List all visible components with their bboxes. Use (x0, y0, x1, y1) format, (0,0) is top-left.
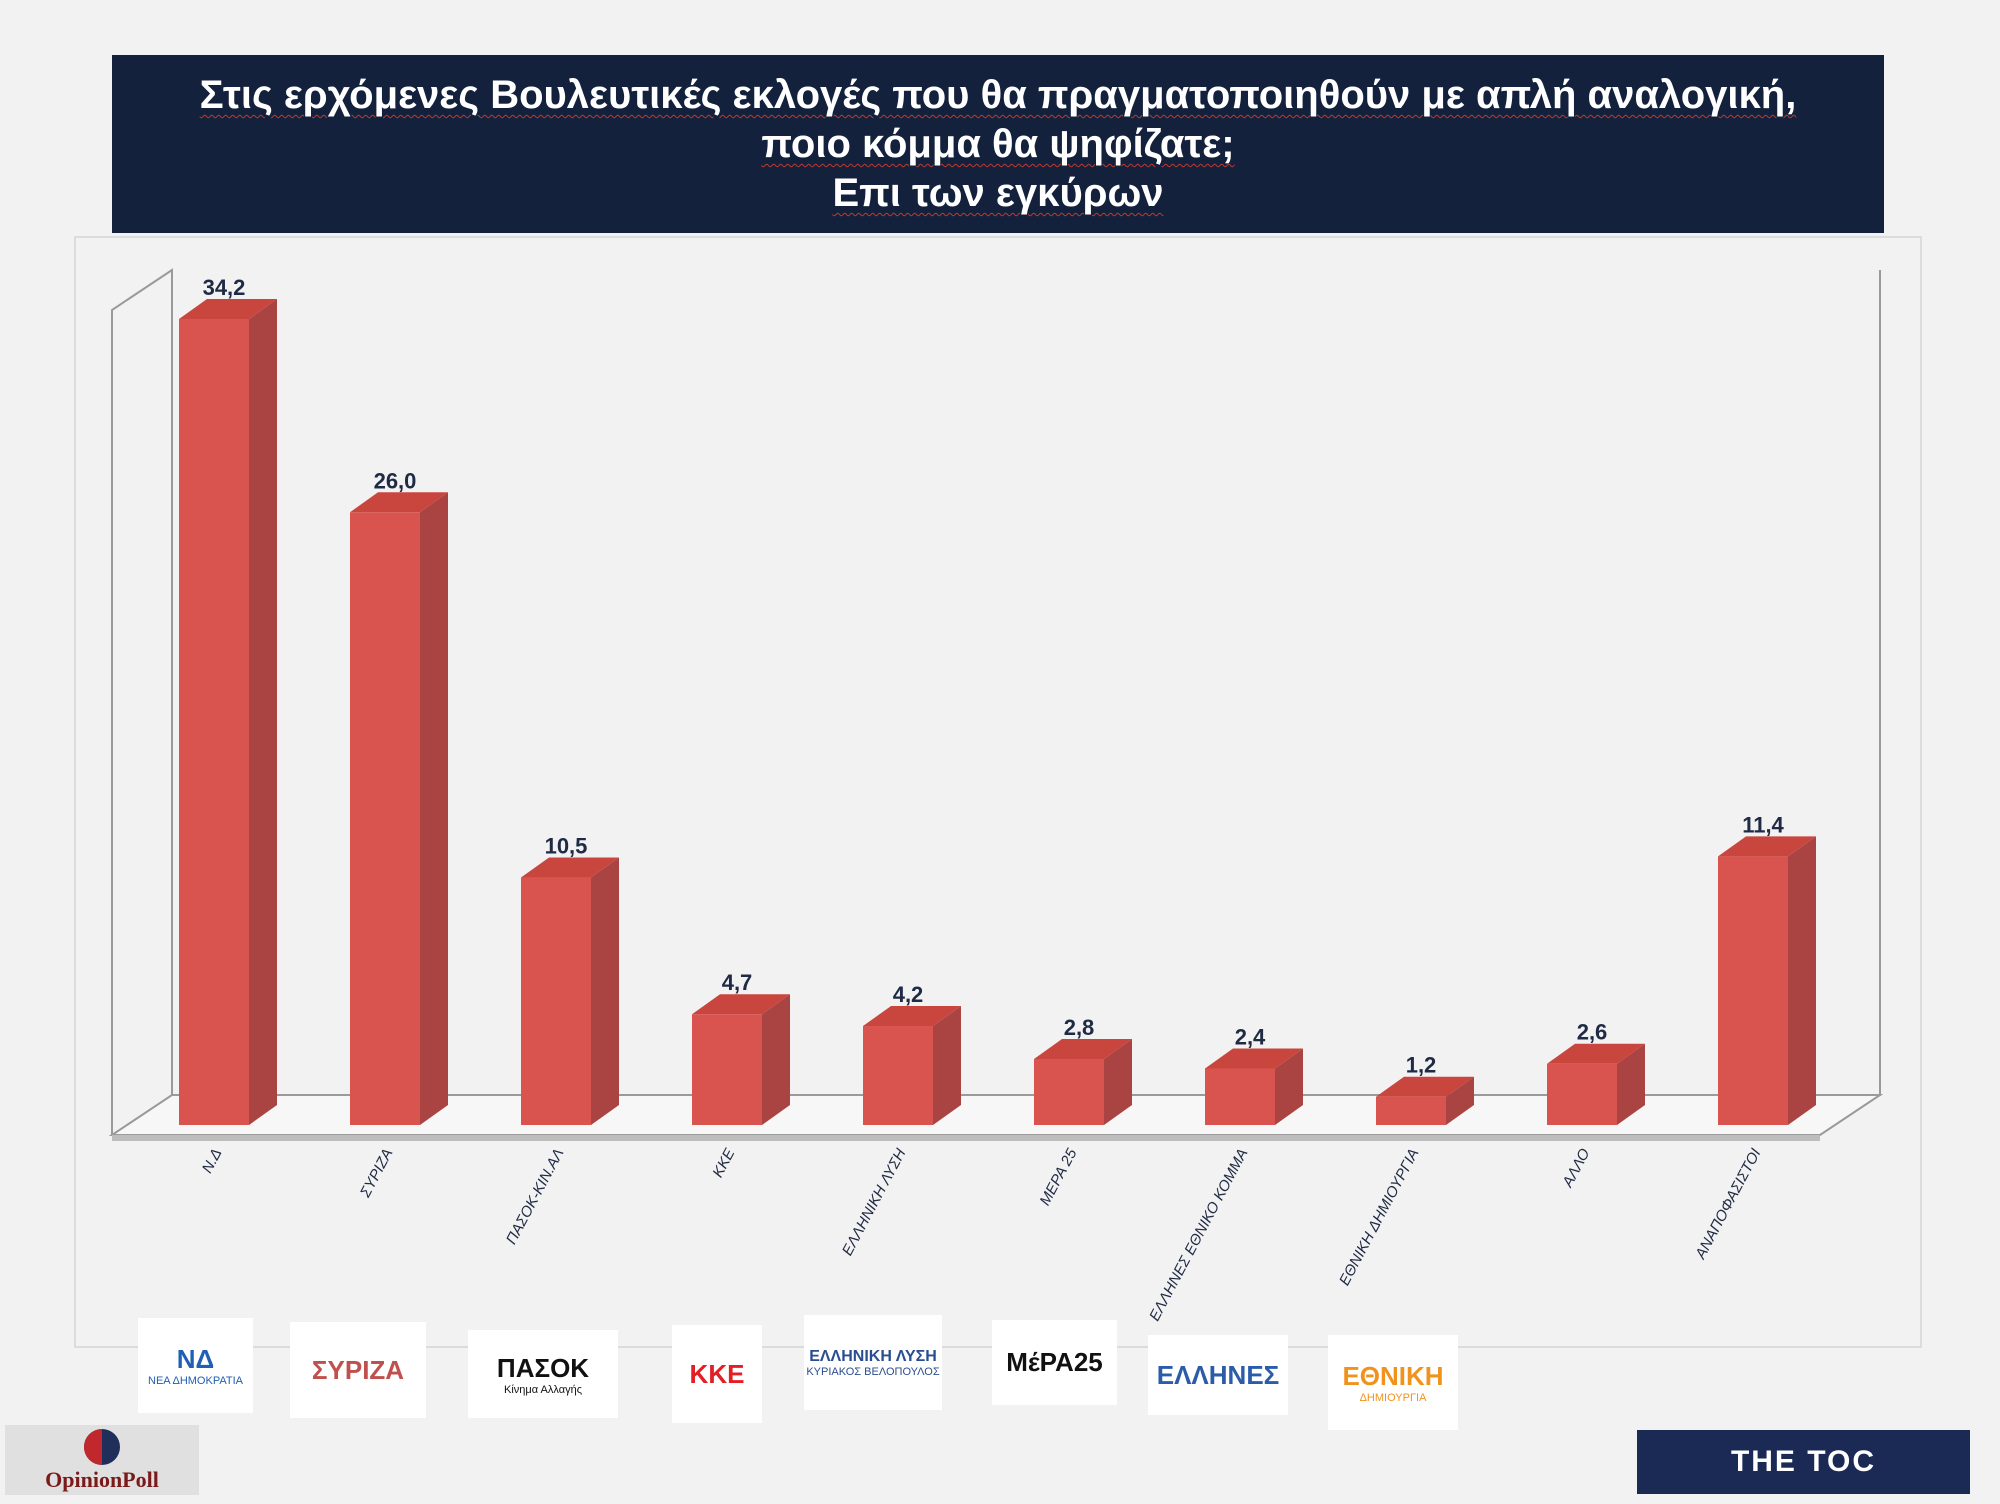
opinionpoll-circle-icon (84, 1429, 120, 1465)
logo-subtext: ΝΕΑ ΔΗΜΟΚΡΑΤΙΑ (148, 1375, 243, 1387)
data-label: 26,0 (374, 468, 417, 493)
bar-top (350, 492, 448, 513)
bar-top (179, 299, 277, 319)
elliniki-lysi-logo: ΕΛΛΗΝΙΚΗ ΛΥΣΗ ΚΥΡΙΑΚΟΣ ΒΕΛΟΠΟΥΛΟΣ (804, 1315, 942, 1410)
bar-side (1275, 1048, 1303, 1125)
bar (1034, 1059, 1104, 1125)
bar-top (692, 994, 790, 1015)
category-label: Ν.Δ (199, 1146, 226, 1176)
mera25-logo: ΜέΡΑ25 (992, 1320, 1117, 1405)
data-label: 4,7 (722, 970, 753, 995)
logo-text: ΕΛΛΗΝΙΚΗ ΛΥΣΗ (809, 1347, 937, 1365)
bar-side (249, 299, 277, 1125)
ethniki-dimiourgia-logo: ΕΘΝΙΚΗ ΔΗΜΙΟΥΡΓΙΑ (1328, 1335, 1458, 1430)
thetoc-text: THE TOC (1730, 1445, 1877, 1478)
bar (1205, 1068, 1275, 1125)
bar-side (933, 1006, 961, 1125)
opinionpoll-logo: OpinionPoll (5, 1425, 199, 1495)
chart-title: Στις ερχόμενες Βουλευτικές εκλογές που θ… (112, 55, 1884, 233)
bar (1718, 856, 1788, 1125)
logo-text: ΕΛΛΗΝΕΣ (1156, 1359, 1280, 1390)
data-label: 2,8 (1064, 1015, 1095, 1040)
logo-text: ΝΔ (176, 1344, 215, 1374)
data-label: 4,2 (893, 982, 924, 1007)
bar-top (863, 1006, 961, 1027)
chart-walls (111, 268, 1881, 1135)
category-label: ΕΘΝΙΚΗ ΔΗΜΙΟΥΡΓΙΑ (1336, 1146, 1423, 1288)
data-label: 1,2 (1406, 1053, 1437, 1078)
bar-side (1788, 836, 1816, 1125)
category-label: ΑΛΛΟ (1559, 1146, 1594, 1191)
bar-side (762, 994, 790, 1125)
bar (1547, 1063, 1617, 1125)
title-line-2: ποιο κόμμα θα ψηφίζατε; (761, 122, 1235, 166)
data-label: 34,2 (203, 275, 246, 300)
bar-top (1376, 1076, 1474, 1097)
bar (179, 319, 249, 1125)
bar-top (1718, 836, 1816, 857)
category-label: ΑΝΑΠΟΦΑΣΙΣΤΟΙ (1692, 1146, 1765, 1263)
category-label: ΣΥΡΙΖΑ (356, 1146, 396, 1201)
logo-text: ΚΚΕ (689, 1358, 745, 1389)
logo-text: ΠΑΣΟΚ (496, 1352, 590, 1383)
category-label: ΜΕΡΑ 25 (1037, 1145, 1081, 1208)
bar (350, 512, 420, 1125)
category-label: ΚΚΕ (709, 1145, 739, 1180)
category-label: ΕΛΛΗΝΙΚΗ ΛΥΣΗ (839, 1146, 910, 1259)
bar-side (1446, 1076, 1474, 1125)
bar (692, 1014, 762, 1125)
thetoc-logo: THE TOC (1637, 1430, 1970, 1494)
ellines-logo: ΕΛΛΗΝΕΣ (1148, 1335, 1288, 1415)
pasok-logo: ΠΑΣΟΚ Κίνημα Αλλαγής (468, 1330, 618, 1418)
data-label: 2,4 (1235, 1024, 1266, 1049)
bar-top (1547, 1043, 1645, 1064)
chart-floor-edge (112, 1135, 1820, 1141)
title-line-3: Επι των εγκύρων (832, 171, 1164, 215)
bar-side (1104, 1039, 1132, 1125)
logo-text: ΜέΡΑ25 (1006, 1347, 1103, 1377)
bar (863, 1026, 933, 1125)
data-label: 2,6 (1577, 1020, 1608, 1045)
syriza-logo: ΣΥΡΙΖΑ (290, 1322, 426, 1418)
data-label: 11,4 (1742, 812, 1784, 837)
logo-subtext: ΚΥΡΙΑΚΟΣ ΒΕΛΟΠΟΥΛΟΣ (806, 1365, 940, 1378)
bar-top (521, 857, 619, 878)
kke-logo: ΚΚΕ (672, 1325, 762, 1423)
data-label: 10,5 (545, 834, 588, 859)
bar-side (1617, 1043, 1645, 1125)
bar-side (591, 857, 619, 1125)
logo-text: ΕΘΝΙΚΗ (1342, 1361, 1444, 1391)
logo-subtext: ΔΗΜΙΟΥΡΓΙΑ (1359, 1392, 1427, 1404)
bar (1376, 1096, 1446, 1125)
bar-side (420, 492, 448, 1125)
category-label: ΠΑΣΟΚ-ΚΙΝ.ΑΛ (503, 1146, 568, 1247)
bar (521, 877, 591, 1125)
bar-top (1205, 1048, 1303, 1069)
logo-subtext: Κίνημα Αλλαγής (504, 1383, 582, 1396)
title-line-1: Στις ερχόμενες Βουλευτικές εκλογές που θ… (199, 73, 1797, 117)
logo-text: ΣΥΡΙΖΑ (311, 1354, 405, 1385)
category-label: ΕΛΛΗΝΕΣ ΕΘΝΙΚΟ ΚΟΜΜΑ (1146, 1146, 1251, 1324)
bar-top (1034, 1039, 1132, 1060)
nd-logo: ΝΔ ΝΕΑ ΔΗΜΟΚΡΑΤΙΑ (138, 1318, 253, 1413)
opinionpoll-text: OpinionPoll (45, 1467, 159, 1492)
